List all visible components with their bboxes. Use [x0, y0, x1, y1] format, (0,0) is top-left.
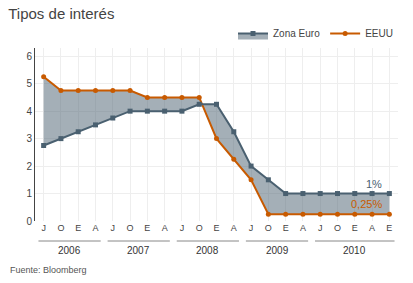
svg-text:2007: 2007 [127, 245, 150, 256]
svg-text:Fuente: Bloomberg: Fuente: Bloomberg [10, 265, 87, 275]
svg-text:J: J [180, 223, 185, 233]
svg-text:O: O [265, 223, 272, 233]
svg-text:A: A [231, 223, 237, 233]
svg-text:Tipos de interés: Tipos de interés [8, 5, 114, 22]
svg-text:O: O [57, 223, 64, 233]
svg-text:Zona Euro: Zona Euro [273, 28, 320, 39]
svg-text:6: 6 [26, 51, 32, 62]
svg-text:EEUU: EEUU [365, 28, 393, 39]
svg-text:E: E [144, 223, 150, 233]
svg-text:2010: 2010 [343, 245, 366, 256]
svg-text:J: J [249, 223, 254, 233]
svg-text:O: O [196, 223, 203, 233]
svg-text:0: 0 [26, 216, 32, 227]
svg-text:1%: 1% [366, 178, 382, 190]
svg-text:O: O [127, 223, 134, 233]
svg-text:J: J [111, 223, 116, 233]
svg-text:J: J [318, 223, 323, 233]
svg-text:A: A [369, 223, 375, 233]
svg-text:J: J [41, 223, 46, 233]
svg-text:E: E [283, 223, 289, 233]
svg-text:E: E [386, 223, 392, 233]
svg-text:4: 4 [26, 106, 32, 117]
svg-text:5: 5 [26, 78, 32, 89]
svg-text:2009: 2009 [266, 245, 289, 256]
svg-text:A: A [92, 223, 98, 233]
svg-text:2006: 2006 [58, 245, 81, 256]
svg-text:2008: 2008 [196, 245, 219, 256]
svg-text:A: A [162, 223, 168, 233]
svg-text:E: E [213, 223, 219, 233]
svg-text:2: 2 [26, 161, 32, 172]
svg-text:E: E [75, 223, 81, 233]
svg-text:1: 1 [26, 188, 32, 199]
svg-text:0,25%: 0,25% [351, 198, 382, 210]
svg-text:O: O [334, 223, 341, 233]
svg-text:E: E [352, 223, 358, 233]
svg-text:A: A [300, 223, 306, 233]
svg-text:3: 3 [26, 133, 32, 144]
